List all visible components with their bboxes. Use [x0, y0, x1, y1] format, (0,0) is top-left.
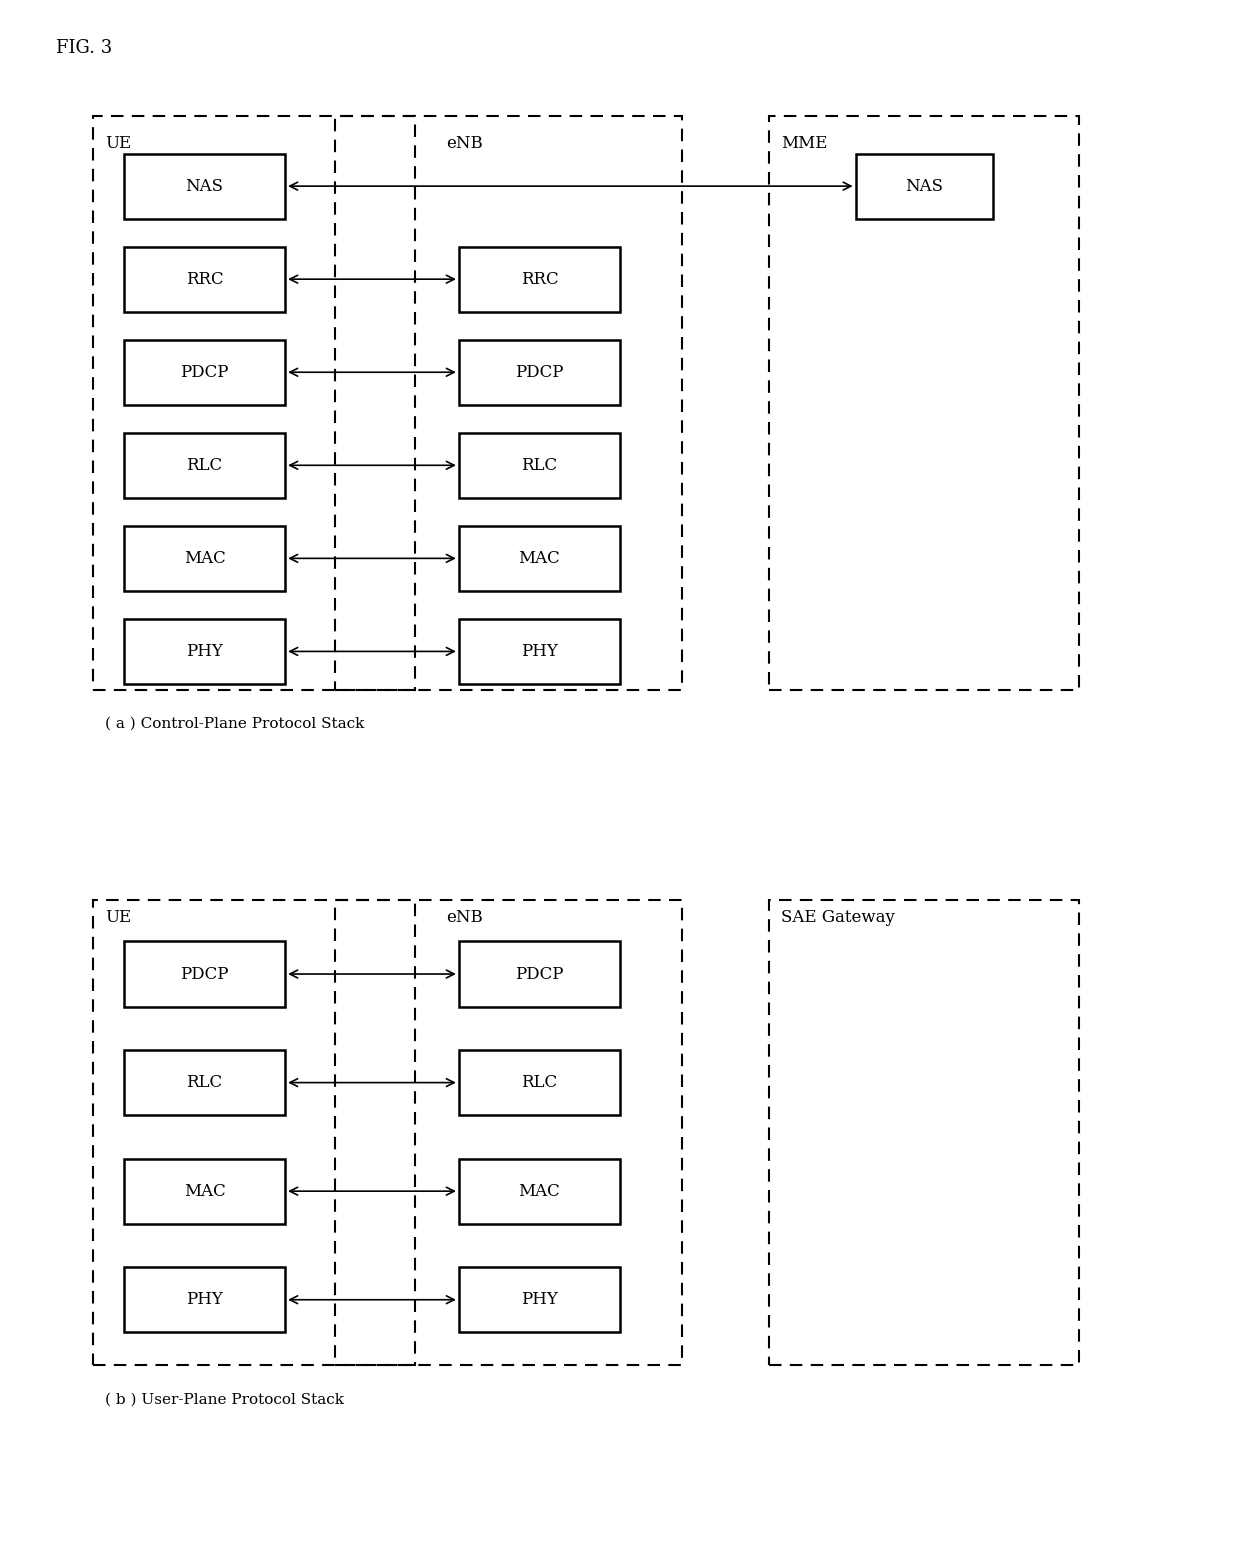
Text: MME: MME: [781, 135, 828, 152]
Bar: [769, 116, 1079, 690]
Text: MAC: MAC: [184, 551, 226, 566]
Bar: [93, 900, 415, 1365]
Bar: [459, 941, 620, 1007]
Text: eNB: eNB: [446, 909, 484, 926]
Bar: [856, 154, 992, 219]
Bar: [124, 941, 285, 1007]
Bar: [124, 1267, 285, 1332]
Bar: [459, 1267, 620, 1332]
Text: RRC: RRC: [186, 271, 223, 287]
Text: eNB: eNB: [446, 135, 484, 152]
Text: SAE Gateway: SAE Gateway: [781, 909, 895, 926]
Bar: [124, 1050, 285, 1115]
Text: NAS: NAS: [186, 178, 223, 194]
Bar: [124, 247, 285, 312]
Text: RRC: RRC: [521, 271, 558, 287]
Text: RLC: RLC: [521, 458, 558, 473]
Text: PHY: PHY: [186, 644, 223, 659]
Text: RLC: RLC: [521, 1075, 558, 1090]
Bar: [459, 1159, 620, 1224]
Text: MAC: MAC: [518, 551, 560, 566]
Text: RLC: RLC: [186, 1075, 223, 1090]
Bar: [769, 900, 1079, 1365]
Text: RLC: RLC: [186, 458, 223, 473]
Text: PHY: PHY: [521, 1292, 558, 1307]
Bar: [459, 1050, 620, 1115]
Bar: [459, 619, 620, 684]
Bar: [124, 526, 285, 591]
Text: PHY: PHY: [186, 1292, 223, 1307]
Bar: [459, 340, 620, 405]
Bar: [93, 116, 415, 690]
Bar: [335, 116, 682, 690]
Text: MAC: MAC: [184, 1183, 226, 1199]
Text: FIG. 3: FIG. 3: [56, 39, 112, 57]
Text: PDCP: PDCP: [180, 966, 229, 982]
Text: NAS: NAS: [905, 178, 944, 194]
Text: PDCP: PDCP: [180, 364, 229, 380]
Text: UE: UE: [105, 135, 131, 152]
Bar: [459, 526, 620, 591]
Text: MAC: MAC: [518, 1183, 560, 1199]
Text: ( b ) User-Plane Protocol Stack: ( b ) User-Plane Protocol Stack: [105, 1393, 345, 1407]
Text: ( a ) Control-Plane Protocol Stack: ( a ) Control-Plane Protocol Stack: [105, 717, 365, 731]
Bar: [124, 340, 285, 405]
Bar: [124, 433, 285, 498]
Text: PDCP: PDCP: [515, 364, 564, 380]
Text: UE: UE: [105, 909, 131, 926]
Bar: [124, 619, 285, 684]
Text: PDCP: PDCP: [515, 966, 564, 982]
Bar: [124, 1159, 285, 1224]
Bar: [335, 900, 682, 1365]
Text: PHY: PHY: [521, 644, 558, 659]
Bar: [459, 247, 620, 312]
Bar: [124, 154, 285, 219]
Bar: [459, 433, 620, 498]
